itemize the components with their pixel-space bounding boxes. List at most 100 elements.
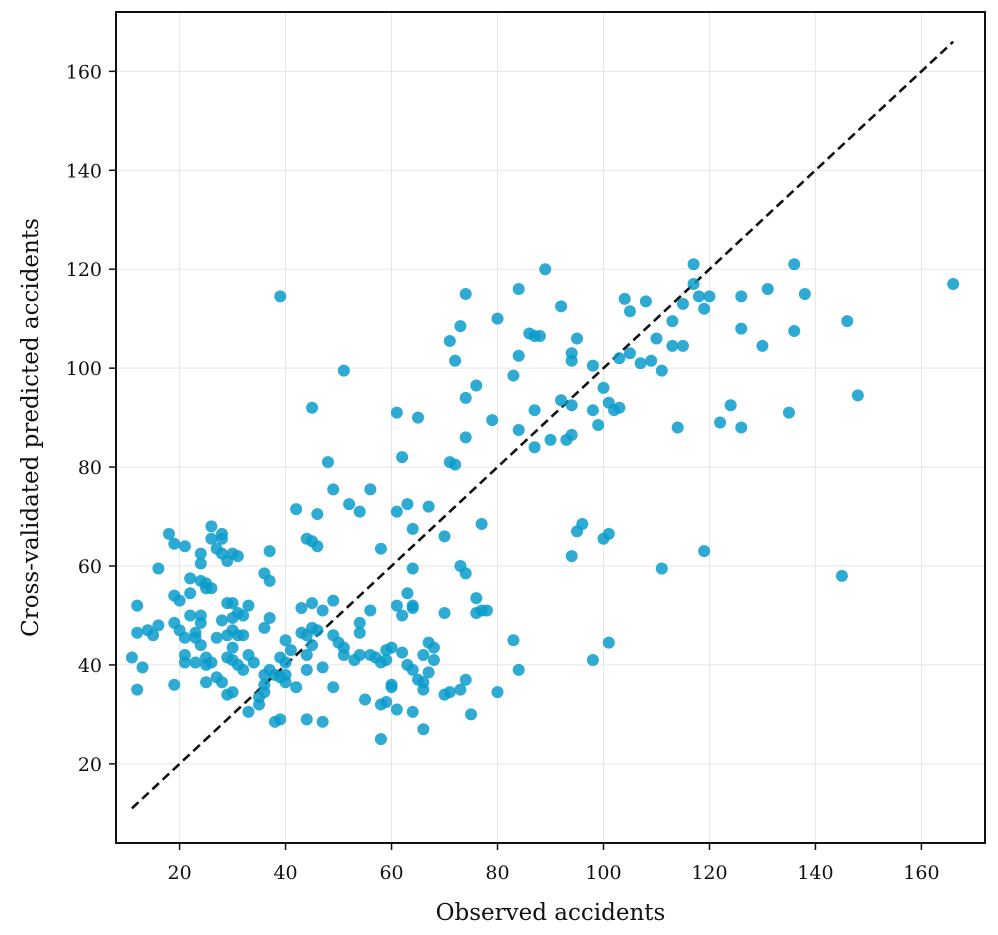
x-tick-label: 140 (797, 862, 833, 884)
data-point (131, 683, 144, 696)
grid-lines (116, 12, 985, 843)
y-tick-label: 60 (78, 556, 102, 578)
data-point (639, 295, 652, 308)
data-point (178, 631, 191, 644)
data-point (422, 666, 435, 679)
y-tick-label: 40 (78, 655, 102, 677)
x-tick-label: 40 (273, 862, 297, 884)
data-point (226, 597, 239, 610)
data-point (586, 404, 599, 417)
y-tick-label: 100 (66, 358, 102, 380)
data-point (841, 315, 854, 328)
data-point (724, 399, 737, 412)
data-point (284, 644, 297, 657)
data-point (306, 401, 319, 414)
data-point (311, 540, 324, 553)
data-point (443, 686, 456, 699)
data-point (597, 381, 610, 394)
data-point (306, 639, 319, 652)
data-point (412, 411, 425, 424)
data-point (390, 599, 403, 612)
x-tick-label: 60 (379, 862, 403, 884)
data-point (417, 683, 430, 696)
data-point (152, 562, 165, 575)
data-point (178, 656, 191, 669)
data-point (247, 656, 260, 669)
data-point (613, 352, 626, 365)
data-point (390, 505, 403, 518)
data-point (698, 545, 711, 558)
data-point (226, 641, 239, 654)
data-point (613, 401, 626, 414)
data-point (555, 394, 568, 407)
data-point (390, 406, 403, 419)
data-point (337, 364, 350, 377)
data-point (173, 594, 186, 607)
data-point (263, 611, 276, 624)
data-point (406, 663, 419, 676)
data-point (125, 651, 138, 664)
data-point (279, 634, 292, 647)
data-point (645, 354, 658, 367)
data-point (555, 300, 568, 313)
data-point (396, 646, 409, 659)
data-point (210, 631, 223, 644)
data-point (459, 287, 472, 300)
data-point (475, 517, 488, 530)
data-point (512, 283, 525, 295)
data-point (184, 587, 197, 600)
data-point (676, 297, 689, 310)
data-point (300, 713, 313, 726)
data-point (443, 334, 456, 347)
data-point (300, 649, 313, 662)
data-point (449, 354, 462, 367)
data-point (205, 656, 218, 669)
data-point (406, 602, 419, 615)
data-point (454, 320, 467, 333)
data-point (512, 423, 525, 436)
data-point (544, 433, 557, 446)
data-point (274, 713, 287, 726)
data-point (136, 661, 149, 674)
data-point (380, 653, 393, 666)
data-point (735, 421, 748, 434)
data-point (687, 258, 700, 271)
data-point (507, 369, 520, 382)
data-point (491, 686, 504, 699)
reference-line-group (131, 40, 955, 810)
data-point (290, 503, 303, 516)
data-point (623, 347, 636, 360)
data-point (947, 278, 960, 291)
data-point (835, 569, 848, 582)
data-point (586, 653, 599, 666)
data-point (237, 629, 250, 642)
data-point (671, 421, 684, 434)
data-point (152, 619, 165, 632)
data-point (703, 290, 716, 303)
data-point (200, 676, 213, 689)
data-point (374, 733, 387, 746)
data-point (459, 567, 472, 580)
y-tick-label: 80 (78, 457, 102, 479)
data-point (215, 532, 228, 545)
data-point (602, 527, 615, 540)
data-point (406, 562, 419, 575)
data-point (364, 604, 377, 617)
x-tick-label: 20 (167, 862, 191, 884)
data-point (327, 681, 340, 694)
data-point (353, 626, 366, 639)
data-point (258, 621, 271, 634)
data-point (353, 616, 366, 629)
data-point (798, 287, 811, 300)
data-point (242, 599, 255, 612)
data-point (698, 302, 711, 315)
data-point (327, 483, 340, 496)
data-point (406, 522, 419, 535)
y-tick-label: 20 (78, 754, 102, 776)
axis-ticks: 20 40 60 80 100 120 140 160 20 40 60 80 100 120 140 160 (66, 61, 940, 884)
data-point (427, 641, 440, 654)
data-point (565, 399, 578, 412)
data-point (396, 609, 409, 622)
data-point (178, 540, 191, 553)
